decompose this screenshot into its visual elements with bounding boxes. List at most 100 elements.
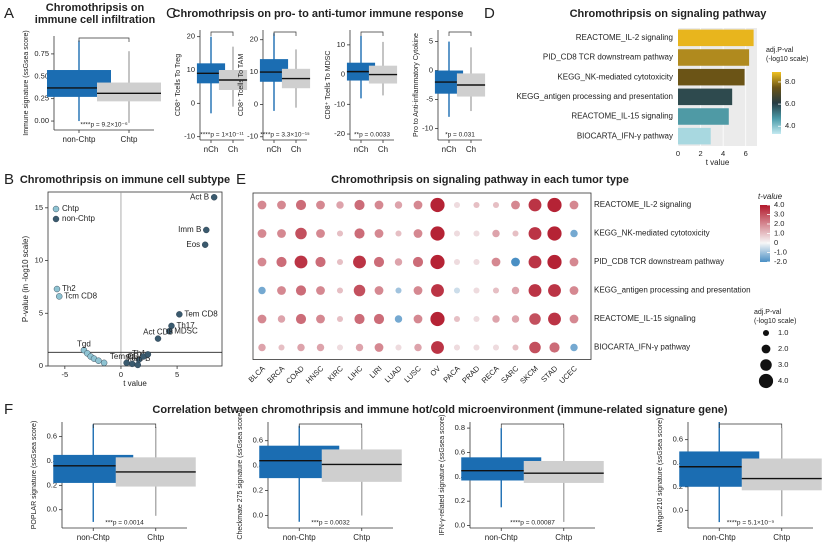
- chart-title: Chromothripsis on signaling pathway in e…: [331, 174, 629, 186]
- colorbar-title: adj.P-val: [766, 47, 794, 54]
- y-axis-label: CD8⁺ Tcells To Treg: [175, 54, 182, 116]
- y-tick-label: 0: [191, 98, 195, 107]
- p-value: ****p = 0.00087: [510, 520, 555, 527]
- x-tick-label: BLCA: [247, 364, 267, 384]
- dot: [277, 315, 286, 323]
- bar: [678, 127, 711, 145]
- y-tick-label: 10: [187, 65, 195, 74]
- dot: [548, 284, 561, 297]
- size-legend-title: adj.P-val: [754, 309, 782, 316]
- y-tick-label: 0: [39, 361, 43, 370]
- dot: [394, 315, 403, 323]
- dot: [373, 256, 385, 268]
- point: [203, 226, 210, 234]
- dot: [511, 315, 520, 323]
- y-tick-label: 0.75: [34, 49, 49, 58]
- dot: [394, 258, 403, 266]
- size-legend-dot: [760, 359, 772, 371]
- row-label: BIOCARTA_IFN-γ pathway: [594, 343, 690, 352]
- box: [461, 457, 542, 481]
- p-value: ****p = 3.3×10⁻¹⁵: [260, 132, 310, 139]
- y-tick-label: 10: [250, 67, 258, 76]
- dot: [336, 258, 344, 266]
- x-tick-label: Chtp: [773, 533, 790, 542]
- x-tick-label: nCh: [267, 145, 282, 154]
- box: [259, 59, 289, 82]
- x-tick-label: 2: [698, 149, 702, 158]
- y-tick-label: 0: [429, 66, 433, 75]
- row-label: PID_CD8 TCR downstream pathway: [594, 257, 724, 266]
- y-tick-label: 15: [35, 203, 43, 212]
- point: [123, 359, 130, 367]
- chart-title: Chromothripsis on signaling pathway: [570, 8, 768, 20]
- dot: [414, 343, 422, 352]
- significance-bracket: [78, 37, 130, 42]
- panel-background: [678, 28, 757, 146]
- bar: [678, 88, 733, 106]
- y-tick-label: 0: [254, 99, 258, 108]
- dot: [430, 197, 445, 213]
- dot: [491, 257, 501, 267]
- dot: [570, 229, 578, 238]
- bar: [678, 108, 729, 125]
- size-legend-label: 4.0: [778, 376, 788, 385]
- y-tick-label: 0.50: [34, 71, 49, 80]
- x-tick-label: Chtp: [121, 135, 138, 144]
- size-legend-label: 2.0: [778, 344, 788, 353]
- y-axis-label: Pro to Anti-inflammatory Cytokine: [413, 33, 420, 137]
- dot: [548, 312, 561, 326]
- point-label: Th2: [62, 284, 76, 293]
- panel-letter: A: [4, 5, 14, 22]
- dot: [276, 256, 287, 268]
- y-tick-label: 0.6: [47, 432, 57, 441]
- color-legend-title: t-value: [758, 192, 783, 201]
- x-tick-label: non-Chtp: [77, 533, 110, 542]
- dot: [512, 230, 519, 237]
- row-label: REACTOME_IL-2 signaling: [594, 200, 691, 209]
- p-value: ****p = 9.2×10⁻⁶: [80, 122, 128, 129]
- dot: [395, 230, 402, 237]
- point-label: Act B: [190, 192, 209, 201]
- x-tick-label: 5: [175, 370, 179, 379]
- chart-title: Chromothripsis on pro- to anti-tumor imm…: [173, 8, 464, 20]
- color-legend-bar: [760, 205, 770, 262]
- dot: [453, 230, 461, 237]
- p-value: ****p = 5.1×10⁻⁹: [727, 520, 775, 527]
- size-legend-dot: [758, 373, 774, 389]
- dot: [295, 199, 307, 211]
- x-tick-label: COAD: [284, 364, 306, 386]
- x-axis-label: t value: [123, 379, 147, 388]
- bar: [678, 49, 750, 66]
- y-tick-label: 5: [429, 37, 433, 46]
- y-tick-label: 10: [337, 40, 345, 49]
- x-tick-label: HNSC: [304, 364, 326, 386]
- dot: [528, 198, 542, 212]
- dot: [569, 314, 579, 324]
- dot: [257, 229, 267, 238]
- p-value: **p = 0.0033: [354, 132, 390, 139]
- bar: [678, 68, 745, 86]
- point: [95, 357, 102, 364]
- dot: [413, 286, 423, 295]
- y-axis-label: IFN-γ-related signature (ssGsea score): [439, 415, 446, 536]
- y-tick-label: 0.2: [673, 482, 683, 491]
- y-tick-label: 0: [341, 70, 345, 79]
- dot: [511, 286, 520, 295]
- y-axis-label: P-value (in -log10 scale): [21, 236, 30, 323]
- significance-bracket: [500, 423, 565, 428]
- y-axis-label: IMvigor210 signature (ssGsea score): [657, 418, 664, 533]
- x-tick-label: Ch: [228, 145, 238, 154]
- dot: [492, 344, 500, 351]
- x-tick-label: non-Chtp: [703, 533, 736, 542]
- dot: [492, 201, 500, 209]
- dot: [395, 344, 402, 351]
- y-tick-label: KEGG_NK-mediated cytotoxicity: [557, 72, 673, 81]
- size-legend-dot: [762, 329, 770, 337]
- dot: [374, 343, 384, 352]
- box: [97, 82, 161, 102]
- dot: [492, 229, 500, 238]
- dot: [413, 229, 423, 238]
- point-label: Imm B: [178, 225, 201, 234]
- x-tick-label: 0: [119, 370, 123, 379]
- significance-bracket: [448, 31, 472, 36]
